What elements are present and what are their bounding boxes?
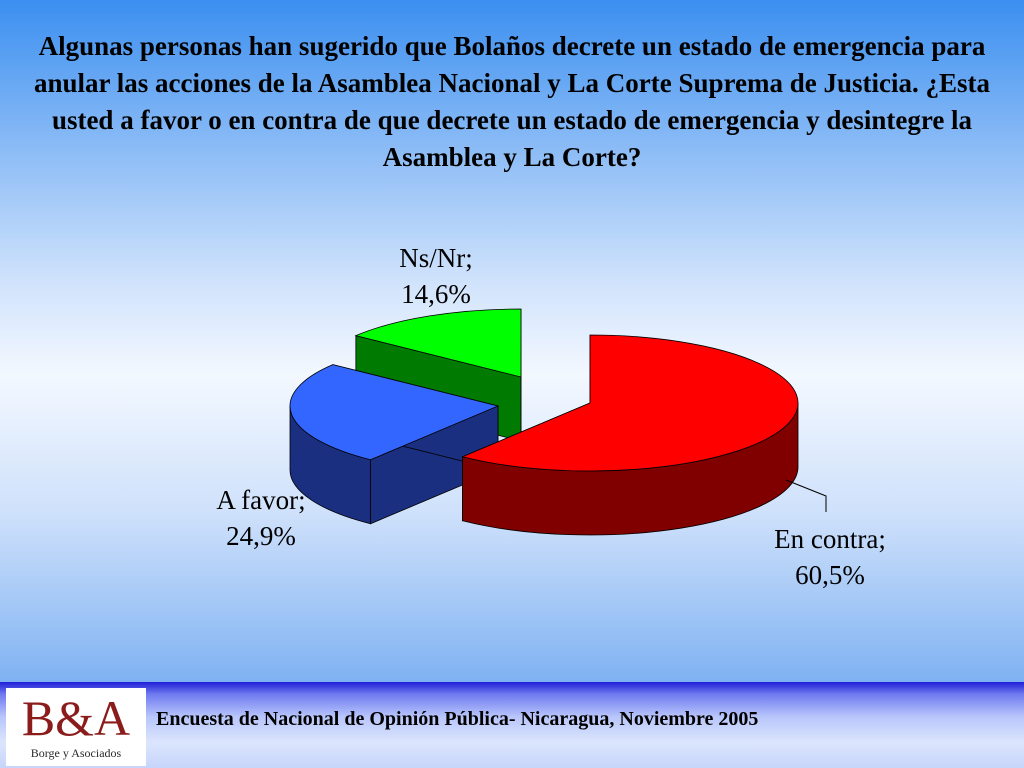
slice-en_contra: [461, 334, 799, 472]
slide-title: Algunas personas han sugerido que Bolaño…: [33, 31, 991, 172]
label-a-favor-name: A favor;: [216, 485, 306, 515]
label-ns-nr-name: Ns/Nr;: [399, 243, 473, 273]
logo-mark: B&A: [21, 690, 131, 746]
pie-chart: [289, 308, 827, 536]
slice-a_favor: [289, 364, 500, 461]
label-en-contra-name: En contra;: [774, 524, 886, 554]
company-logo: B&A Borge y Asociados: [6, 688, 146, 766]
slide-background: Algunas personas han sugerido que Bolaño…: [0, 0, 1024, 682]
label-a-favor: A favor; 24,9%: [196, 482, 326, 554]
logo-subtitle: Borge y Asociados: [30, 746, 122, 760]
footer-bar: B&A Borge y Asociados Encuesta de Nacion…: [0, 682, 1024, 768]
label-en-contra: En contra; 60,5%: [745, 521, 915, 593]
label-en-contra-value: 60,5%: [795, 560, 865, 590]
footer-text: Encuesta de Nacional de Opinión Pública-…: [156, 708, 759, 730]
slice-ns_nr: [354, 308, 522, 378]
label-a-favor-value: 24,9%: [226, 521, 296, 551]
leader-line-en-contra: [785, 479, 827, 512]
label-ns-nr-value: 14,6%: [401, 279, 471, 309]
label-ns-nr: Ns/Nr; 14,6%: [376, 240, 496, 312]
